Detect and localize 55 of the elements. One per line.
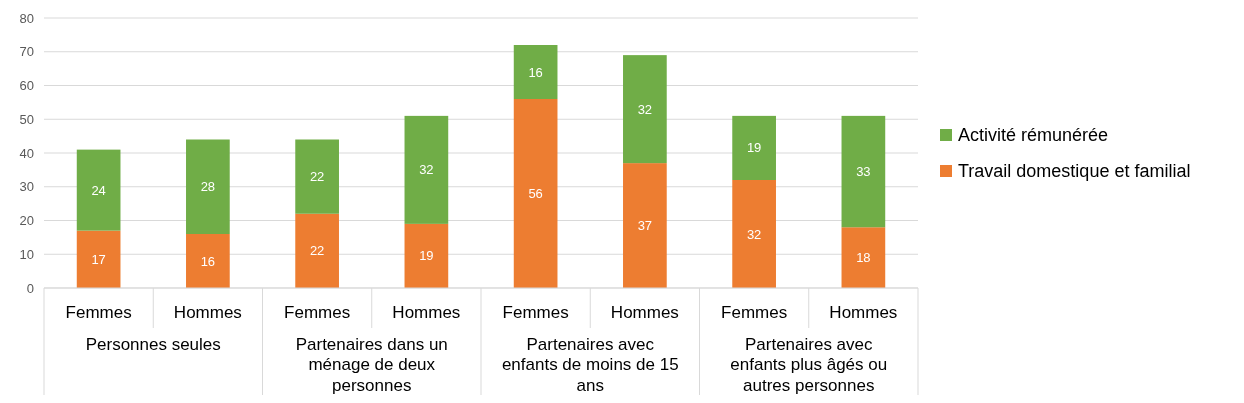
bar [295, 213, 339, 288]
bar [404, 115, 449, 224]
bar [76, 230, 121, 288]
data-label: 32 [637, 101, 653, 117]
bar [186, 234, 230, 288]
data-label: 24 [91, 182, 106, 198]
data-label: 16 [200, 253, 216, 269]
data-label: 28 [200, 179, 216, 195]
x-tick-label: Femmes [721, 302, 788, 322]
y-tick-label: 40 [19, 145, 34, 161]
x-tick-label: Hommes [173, 302, 242, 322]
bar [295, 139, 339, 214]
legend-label: Activité rémunérée [958, 125, 1109, 146]
data-label: 37 [637, 218, 653, 234]
data-label: 56 [528, 186, 543, 202]
legend-label: Travail domestique et familial [958, 161, 1191, 182]
data-label: 19 [419, 248, 434, 264]
y-tick-label: 30 [19, 179, 34, 195]
bar [623, 55, 667, 164]
y-tick-label: 70 [19, 44, 34, 60]
data-label: 33 [856, 164, 871, 180]
bar [76, 149, 121, 231]
data-label: 22 [309, 169, 325, 185]
x-tick-label: Hommes [392, 302, 461, 322]
text: Partenaires dans un ménage de deux personnes [295, 334, 448, 395]
y-tick-label: 0 [26, 280, 34, 296]
y-tick-label: 20 [19, 213, 34, 229]
text: Partenaires avec enfants de moins de 15 ans [501, 334, 679, 395]
y-tick-label: 60 [19, 78, 34, 94]
y-tick-label: 10 [19, 246, 34, 262]
data-label: 17 [91, 251, 106, 267]
x-tick-label: Femmes [65, 302, 132, 322]
bar [513, 99, 558, 288]
bar [732, 180, 776, 288]
y-tick-label: 50 [19, 111, 34, 127]
bar [404, 223, 449, 288]
bar [513, 45, 558, 99]
data-label: 19 [746, 140, 762, 156]
x-tick-label: Hommes [610, 302, 679, 322]
text: Partenaires avec enfants plus âgés ou autres personnes [730, 334, 888, 395]
bar [732, 115, 776, 180]
bar [623, 163, 667, 288]
x-tick-label: Femmes [502, 302, 569, 322]
bar [186, 139, 230, 234]
data-label: 18 [856, 250, 871, 266]
data-label: 22 [309, 243, 325, 259]
data-label: 32 [419, 162, 434, 178]
x-tick-label: Hommes [829, 302, 898, 322]
text: Personnes seules [85, 334, 221, 354]
data-label: 16 [528, 64, 543, 80]
bar [841, 115, 886, 228]
x-tick-label: Femmes [284, 302, 351, 322]
data-label: 32 [746, 226, 762, 242]
y-tick-label: 80 [19, 10, 34, 26]
bar [841, 227, 886, 288]
